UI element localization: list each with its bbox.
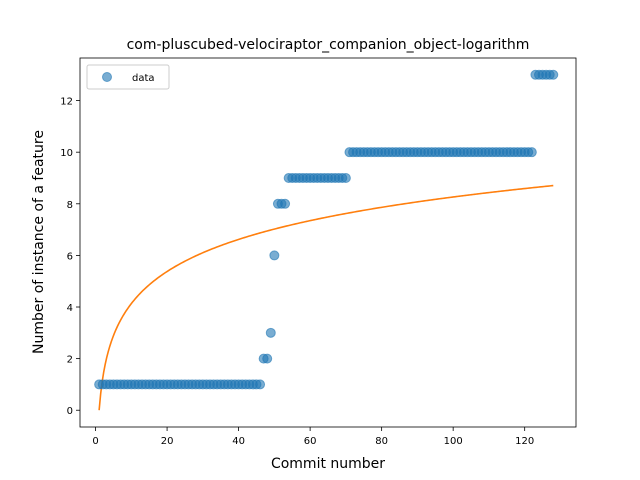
y-tick-label: 6 bbox=[67, 251, 73, 262]
data-point bbox=[265, 327, 276, 338]
scatter-points-layer bbox=[94, 69, 559, 390]
data-point bbox=[548, 69, 559, 80]
data-point bbox=[262, 353, 273, 364]
y-tick-label: 0 bbox=[67, 406, 73, 417]
y-tick-label: 2 bbox=[67, 355, 73, 366]
x-tick-label: 120 bbox=[515, 436, 534, 447]
x-axis-title: Commit number bbox=[271, 456, 385, 472]
x-tick-label: 80 bbox=[375, 436, 388, 447]
plot-area bbox=[79, 57, 577, 428]
fit-curve-layer bbox=[98, 184, 554, 411]
y-axis-title: Number of instance of a feature bbox=[31, 130, 47, 354]
data-point bbox=[526, 147, 537, 158]
x-tick-label: 60 bbox=[304, 436, 317, 447]
legend-label-data: data bbox=[132, 73, 155, 84]
y-axis-ticks: 0 2 4 6 8 10 12 bbox=[60, 97, 80, 417]
chart-title: com-pluscubed-velociraptor_companion_obj… bbox=[127, 37, 530, 53]
x-axis-ticks: 0 20 40 60 80 100 120 bbox=[92, 427, 534, 447]
data-point bbox=[340, 172, 351, 183]
x-tick-label: 100 bbox=[444, 436, 463, 447]
x-tick-label: 0 bbox=[92, 436, 98, 447]
fit-curve bbox=[98, 184, 554, 411]
legend-box bbox=[86, 64, 170, 90]
data-point bbox=[269, 250, 280, 261]
data-point bbox=[255, 379, 266, 390]
x-tick-label: 40 bbox=[232, 436, 245, 447]
data-point bbox=[280, 198, 291, 209]
legend: data bbox=[86, 64, 170, 90]
legend-marker-data bbox=[102, 72, 112, 82]
y-tick-label: 4 bbox=[67, 303, 73, 314]
y-tick-label: 12 bbox=[60, 97, 73, 108]
y-tick-label: 10 bbox=[60, 148, 73, 159]
y-tick-label: 8 bbox=[67, 200, 73, 211]
x-tick-label: 20 bbox=[161, 436, 174, 447]
